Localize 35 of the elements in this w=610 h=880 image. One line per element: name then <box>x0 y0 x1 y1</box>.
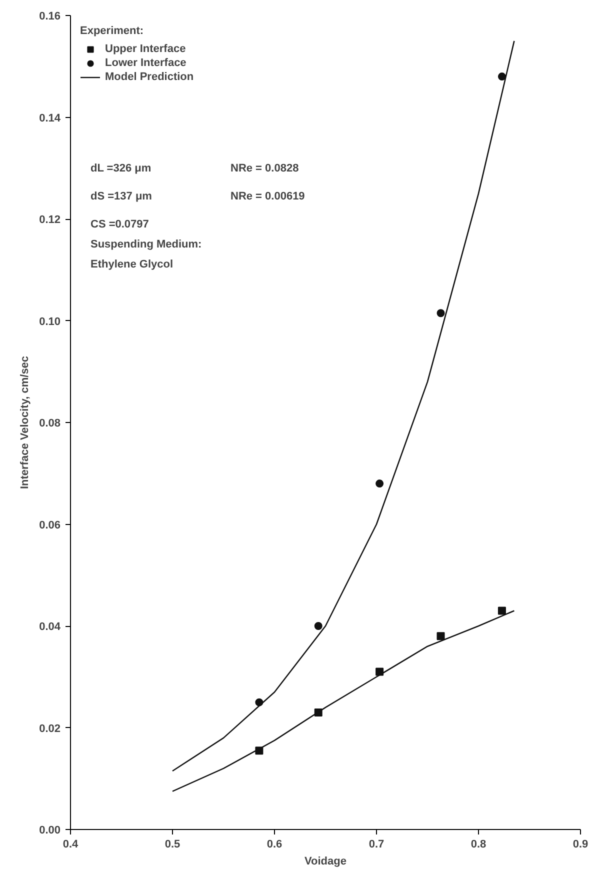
annotation: dS =137 μm <box>90 190 152 202</box>
annotation: CS =0.0797 <box>90 218 149 230</box>
x-axis-title: Voidage <box>304 856 346 868</box>
point <box>436 309 445 318</box>
legend-label: Upper Interface <box>105 42 186 56</box>
point <box>498 606 506 615</box>
y-tick-label: 0.06 <box>39 519 61 532</box>
y-tick-label: 0.10 <box>39 316 61 328</box>
x-tick-label: 0.8 <box>470 838 486 850</box>
annotation: NRe = 0.0828 <box>230 162 299 174</box>
y-tick-label: 0.02 <box>39 722 61 735</box>
x-tick-label: 0.9 <box>572 838 588 850</box>
legend-label: Lower Interface <box>105 56 186 70</box>
annotation: NRe = 0.00619 <box>230 190 305 202</box>
legend-label: Model Prediction <box>105 70 194 84</box>
x-tick-label: 0.6 <box>266 838 282 850</box>
y-tick-label: 0.16 <box>39 10 61 22</box>
y-tick-label: 0.14 <box>39 112 62 124</box>
x-tick-label: 0.5 <box>164 838 180 850</box>
annotation: Ethylene Glycol <box>90 258 174 270</box>
annotation: dL =326 μm <box>90 162 152 174</box>
point <box>436 632 445 640</box>
annotation: Suspending Medium: <box>90 238 202 250</box>
y-tick-label: 0.08 <box>39 418 61 430</box>
point <box>376 480 384 488</box>
legend-title: Experiment: <box>80 25 145 37</box>
point <box>498 72 506 81</box>
y-tick-label: 0.12 <box>39 214 61 226</box>
x-tick-label: 0.4 <box>62 838 80 850</box>
y-tick-label: 0.04 <box>39 621 62 633</box>
point <box>314 622 322 630</box>
line-series <box>172 610 515 792</box>
y-tick-label: 0.00 <box>39 824 61 836</box>
y-axis-title: Interface Velocity, cm/sec <box>19 356 32 490</box>
x-tick-label: 0.7 <box>368 838 384 850</box>
